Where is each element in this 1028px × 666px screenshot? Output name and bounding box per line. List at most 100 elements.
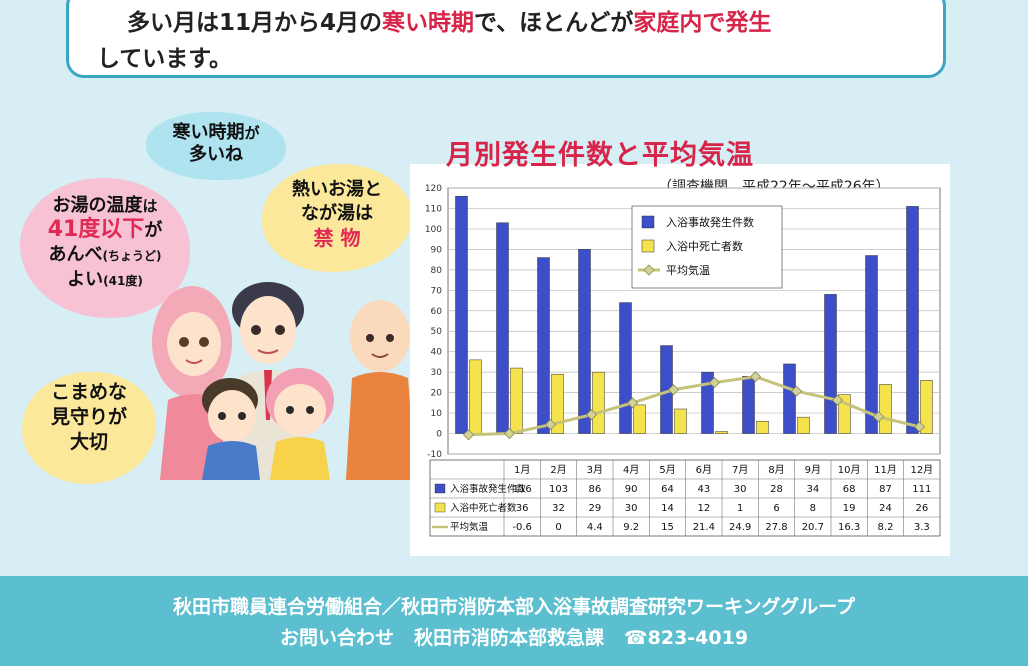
legend-swatch	[641, 239, 655, 253]
table-swatch	[434, 502, 446, 513]
legend-label: 入浴事故発生件数	[666, 215, 754, 229]
bubble-text: なが湯は	[301, 203, 373, 224]
bar-accidents	[701, 371, 714, 434]
legend-label: 平均気温	[666, 263, 710, 277]
legend-swatch	[641, 215, 655, 229]
data-label: 8.2	[878, 522, 894, 533]
point-temperature	[626, 397, 639, 409]
table-swatch	[434, 483, 446, 494]
y-tick-label: 0	[436, 430, 442, 440]
point-temperature	[749, 371, 762, 383]
data-label: 32	[552, 503, 565, 514]
data-label: 1	[737, 503, 743, 514]
data-label: 29	[588, 503, 601, 514]
y-tick-label: 20	[431, 389, 443, 399]
data-label: 68	[843, 484, 856, 495]
point-temperature	[462, 429, 475, 441]
contact-label: お問い合わせ	[279, 627, 394, 649]
data-label: 8	[810, 503, 816, 514]
x-tick-label: 12月	[910, 464, 933, 476]
intro-text: 多い月は11月から4月の	[127, 10, 383, 36]
x-tick-label: 8月	[768, 464, 784, 476]
data-label: 14	[661, 503, 674, 514]
line-temperature	[468, 375, 920, 437]
bubble-text: (ちょうど)	[102, 249, 162, 263]
y-tick-label: 10	[431, 409, 443, 419]
speech-bubble-hot-water: 熱いお湯と なが湯は 禁 物	[262, 164, 412, 272]
data-label: 43	[697, 484, 710, 495]
data-label: 20.7	[802, 522, 824, 533]
bubble-text: は	[142, 197, 158, 215]
point-temperature	[790, 385, 803, 397]
point-temperature	[913, 421, 926, 433]
bubble-text: が	[144, 220, 163, 241]
data-label: 24	[879, 503, 892, 514]
bar-deaths	[551, 373, 564, 434]
intro-text: で、ほとんどが	[474, 10, 634, 36]
bar-accidents	[496, 222, 509, 434]
bar-accidents	[578, 249, 591, 434]
data-label: 34	[806, 484, 819, 495]
bar-deaths	[756, 421, 769, 434]
point-temperature	[831, 394, 844, 406]
data-label: 19	[843, 503, 856, 514]
family-illustration	[152, 282, 416, 480]
contact-phone: ☎823-4019	[623, 627, 749, 649]
y-tick-label: 110	[425, 204, 442, 214]
legend-label: 入浴中死亡者数	[666, 239, 743, 253]
data-label: 9.2	[623, 522, 639, 533]
bar-accidents	[906, 206, 919, 434]
data-label: 30	[625, 503, 638, 514]
data-label: 24.9	[729, 522, 751, 533]
data-label: 36	[516, 503, 529, 514]
bubble-text: が	[244, 124, 260, 142]
bar-deaths	[797, 416, 810, 434]
girl-figure	[266, 368, 334, 480]
data-label: 27.8	[765, 522, 787, 533]
table-series-label: 平均気温	[450, 521, 489, 533]
x-tick-label: 2月	[550, 464, 566, 476]
point-temperature	[872, 411, 885, 423]
bubble-text: お湯の温度	[52, 195, 143, 216]
legend-marker	[643, 264, 655, 276]
intro-line-1: 多い月は11月から4月の寒い時期で、ほとんどが家庭内で発生	[97, 5, 943, 41]
y-tick-label: 40	[431, 348, 443, 358]
bubble-text: 見守りが	[50, 406, 127, 428]
bar-deaths	[469, 359, 482, 434]
data-label: 26	[915, 503, 928, 514]
bar-deaths	[715, 431, 728, 434]
bar-deaths	[592, 371, 605, 434]
table-series-label: 入浴事故発生件数	[450, 483, 527, 495]
bubble-text: 大切	[69, 431, 108, 453]
y-tick-label: 90	[431, 245, 443, 255]
data-label: 103	[549, 484, 568, 495]
data-label: 90	[625, 484, 638, 495]
bubble-text: (41度)	[103, 274, 143, 288]
bar-accidents	[537, 257, 550, 434]
point-temperature	[585, 409, 598, 421]
bar-deaths	[674, 408, 687, 434]
footer-contact: お問い合わせ 秋田市消防本部救急課 ☎823-4019	[0, 623, 1028, 654]
y-tick-label: 80	[431, 266, 443, 276]
data-label: 86	[588, 484, 601, 495]
bubble-text: よい	[67, 269, 104, 290]
bubble-text: あんべ	[48, 244, 103, 265]
intro-highlight-cold: 寒い時期	[382, 10, 475, 36]
x-tick-label: 4月	[623, 464, 639, 476]
data-label: 87	[879, 484, 892, 495]
x-tick-label: 6月	[696, 464, 712, 476]
data-label: 12	[697, 503, 710, 514]
x-tick-label: 7月	[732, 464, 748, 476]
x-tick-label: 11月	[874, 464, 897, 476]
data-label: 21.4	[693, 522, 715, 533]
bubble-text: 熱いお湯と	[292, 179, 382, 200]
x-tick-label: 5月	[659, 464, 675, 476]
data-label: 3.3	[914, 522, 930, 533]
data-label: -0.6	[512, 522, 532, 533]
y-tick-label: 70	[431, 286, 443, 296]
y-tick-label: 50	[431, 327, 443, 337]
data-label: 15	[661, 522, 674, 533]
chart-title: 月別発生件数と平均気温	[446, 140, 754, 171]
bar-accidents	[783, 363, 796, 434]
bar-accidents	[742, 375, 755, 434]
